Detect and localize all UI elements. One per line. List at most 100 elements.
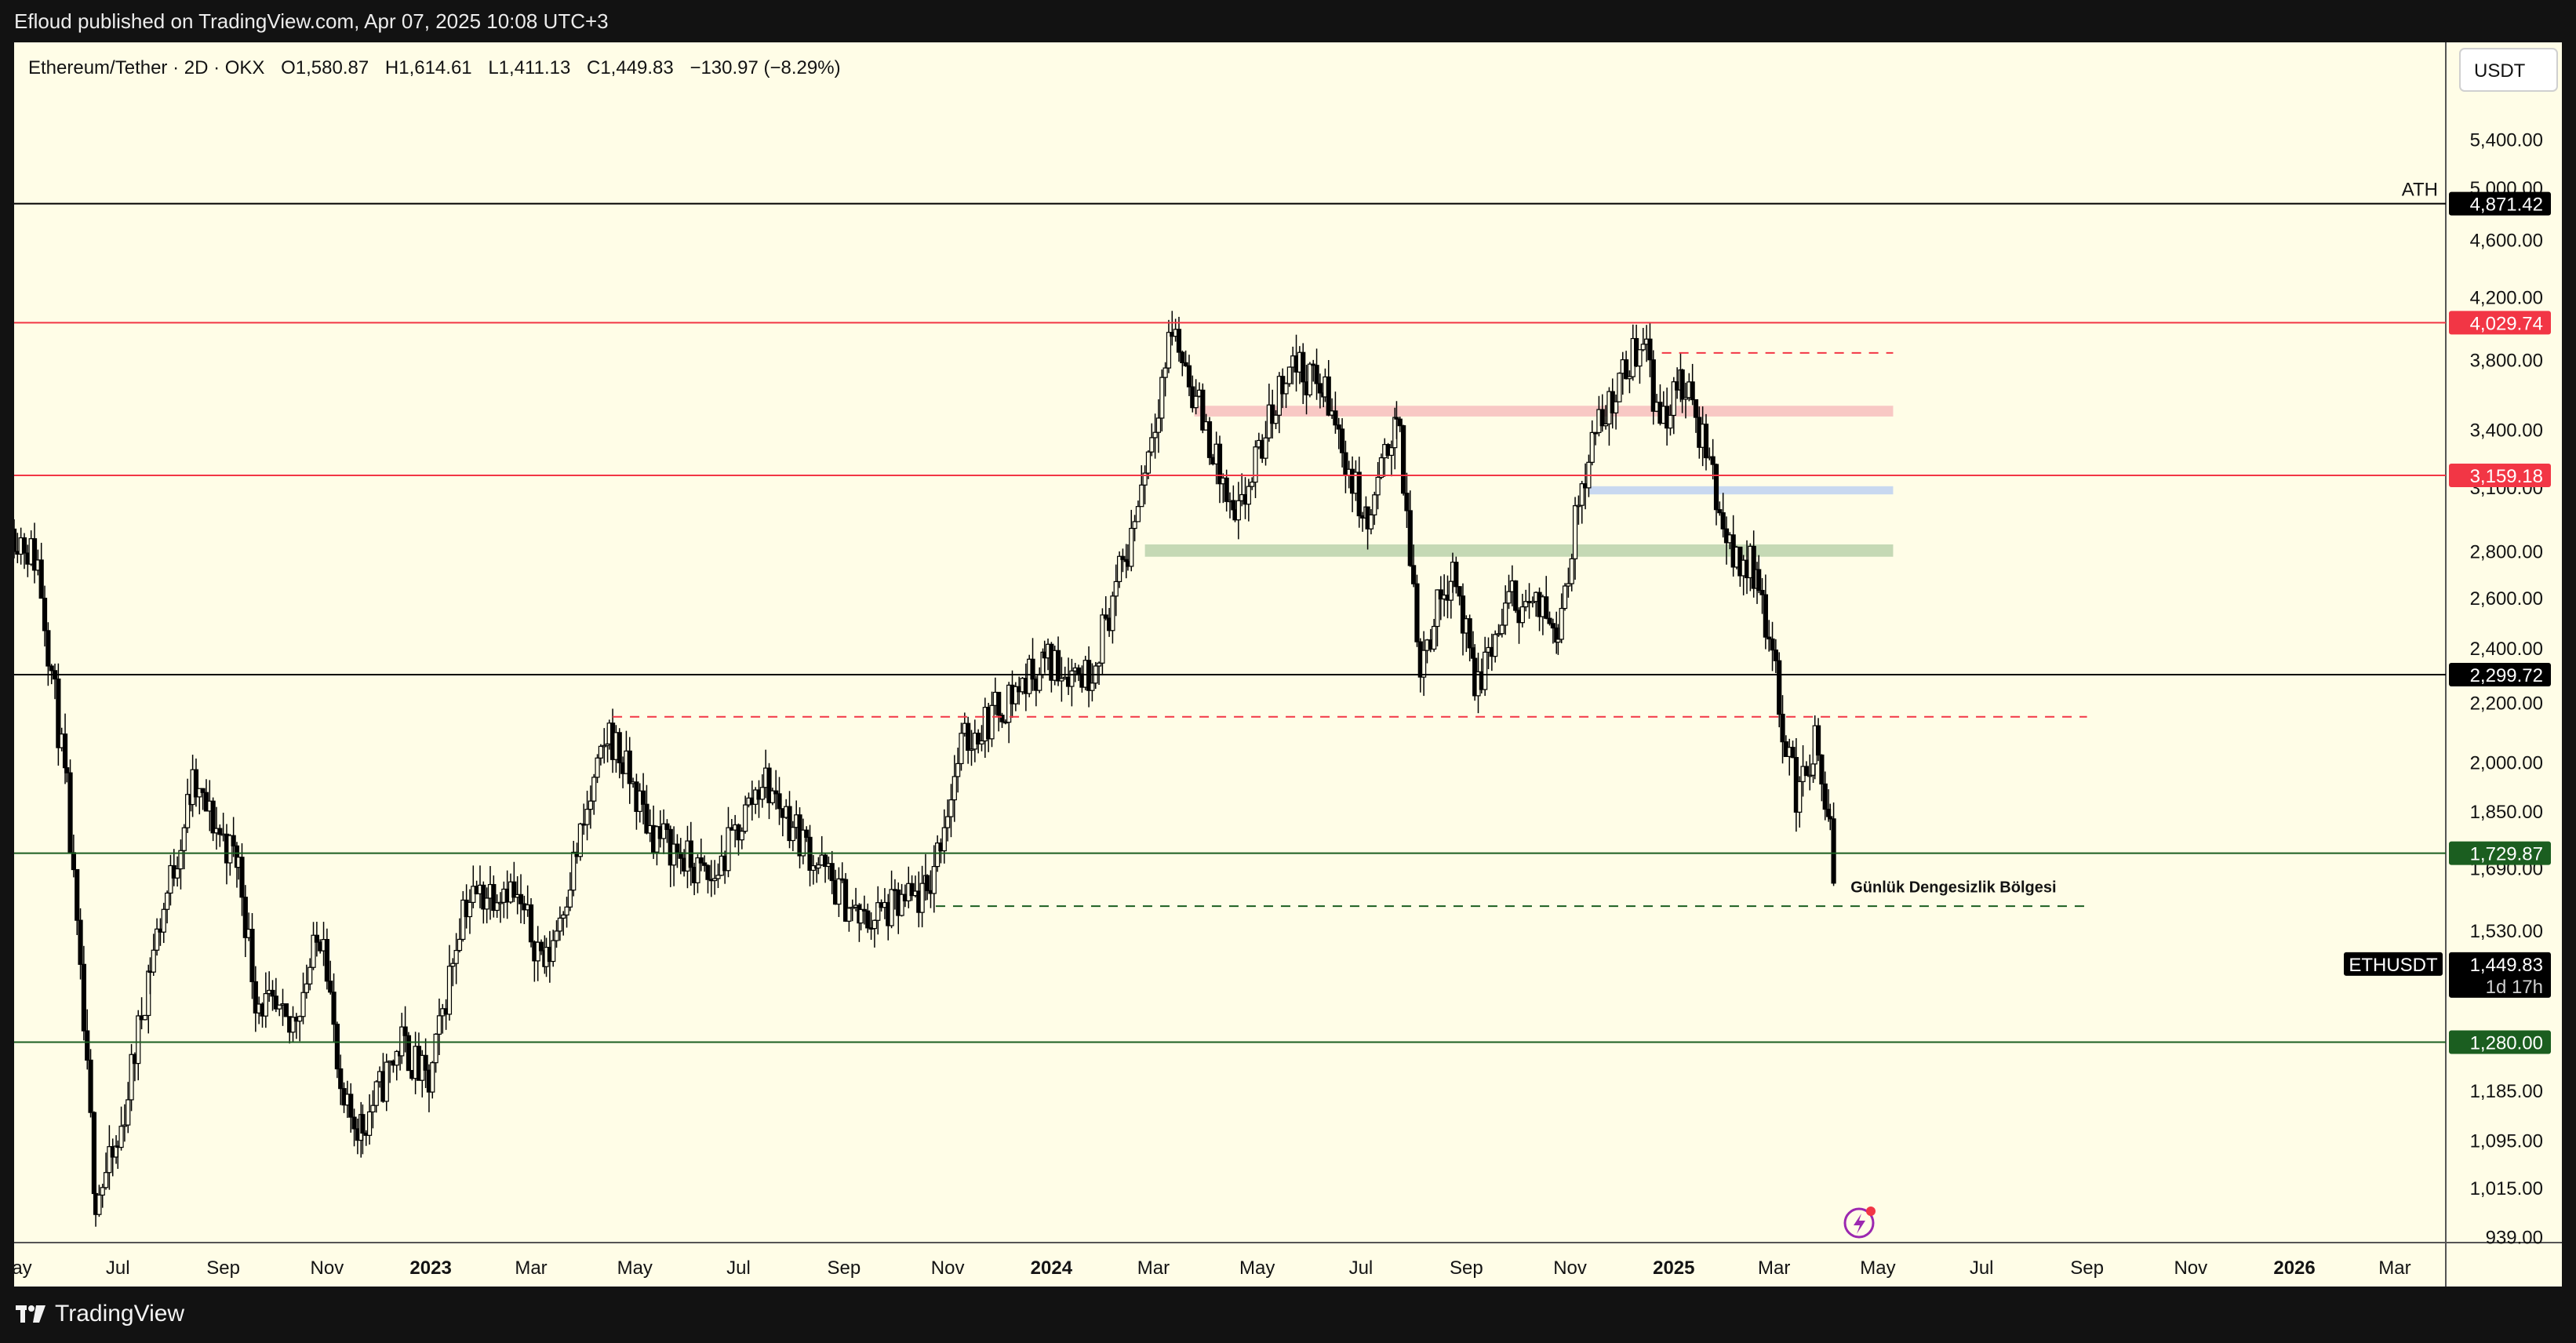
candle[interactable]: [1559, 593, 1564, 644]
candle[interactable]: [777, 777, 782, 825]
candle[interactable]: [436, 998, 442, 1055]
candle[interactable]: [402, 1006, 408, 1053]
candle[interactable]: [518, 874, 524, 924]
candle[interactable]: [45, 622, 51, 686]
candle[interactable]: [1637, 349, 1643, 384]
candle[interactable]: [702, 855, 708, 872]
candle[interactable]: [399, 1012, 405, 1065]
candle[interactable]: [1555, 624, 1561, 655]
candle[interactable]: [406, 1032, 412, 1072]
candle[interactable]: [941, 809, 947, 864]
candle[interactable]: [1547, 611, 1552, 626]
candle[interactable]: [865, 903, 871, 934]
candle[interactable]: [31, 522, 38, 584]
candle[interactable]: [1790, 741, 1796, 759]
candle[interactable]: [1496, 624, 1501, 637]
candle[interactable]: [1090, 663, 1095, 702]
candle[interactable]: [1100, 608, 1105, 676]
candle[interactable]: [300, 972, 306, 1025]
candle[interactable]: [471, 865, 476, 908]
tradingview-brand[interactable]: TradingView: [16, 1301, 184, 1327]
candle[interactable]: [1407, 490, 1413, 567]
candle[interactable]: [1627, 370, 1632, 394]
candle[interactable]: [1155, 399, 1162, 453]
candle[interactable]: [1569, 553, 1574, 591]
candle[interactable]: [75, 868, 80, 936]
candle[interactable]: [1671, 377, 1676, 435]
candle[interactable]: [122, 1104, 128, 1142]
candle[interactable]: [1421, 631, 1427, 697]
candle[interactable]: [538, 939, 544, 955]
candle[interactable]: [1356, 457, 1362, 528]
candle[interactable]: [290, 1006, 296, 1043]
candle[interactable]: [1572, 497, 1578, 581]
candle[interactable]: [1059, 657, 1064, 702]
candle[interactable]: [557, 906, 562, 941]
candle[interactable]: [1159, 369, 1165, 431]
candle[interactable]: [861, 895, 868, 925]
candle[interactable]: [433, 1033, 438, 1073]
candle[interactable]: [1640, 327, 1646, 351]
candle[interactable]: [999, 712, 1005, 728]
candle[interactable]: [1828, 803, 1833, 831]
candle[interactable]: [627, 737, 632, 804]
candle[interactable]: [193, 758, 199, 807]
candle[interactable]: [1113, 564, 1119, 617]
candle[interactable]: [528, 897, 534, 948]
candle[interactable]: [384, 1054, 389, 1112]
candle[interactable]: [1751, 530, 1756, 598]
candle[interactable]: [450, 958, 456, 987]
candle[interactable]: [800, 818, 806, 864]
candle[interactable]: [1013, 682, 1018, 712]
candle[interactable]: [1317, 373, 1323, 409]
candle[interactable]: [602, 728, 607, 764]
candle[interactable]: [705, 864, 711, 894]
candle[interactable]: [1166, 319, 1172, 373]
candle[interactable]: [1069, 658, 1075, 707]
candle[interactable]: [227, 834, 233, 876]
candle[interactable]: [103, 1152, 109, 1190]
candle[interactable]: [1152, 413, 1158, 459]
candle[interactable]: [1394, 401, 1399, 439]
candle[interactable]: [1526, 583, 1532, 619]
candle[interactable]: [1139, 465, 1144, 508]
candle[interactable]: [551, 930, 556, 967]
candle[interactable]: [154, 918, 160, 956]
candle[interactable]: [283, 1003, 289, 1017]
candle[interactable]: [671, 826, 677, 886]
candle[interactable]: [67, 759, 73, 853]
candle[interactable]: [1246, 479, 1251, 522]
candle[interactable]: [446, 944, 453, 1021]
candle[interactable]: [567, 872, 573, 912]
candle[interactable]: [889, 870, 894, 929]
candle[interactable]: [554, 920, 559, 948]
candle[interactable]: [899, 883, 904, 917]
candle[interactable]: [1116, 551, 1122, 588]
candle[interactable]: [1717, 501, 1723, 516]
candle[interactable]: [1822, 771, 1828, 821]
candle[interactable]: [948, 784, 954, 838]
candle[interactable]: [430, 1061, 435, 1099]
candle[interactable]: [598, 744, 604, 766]
candle[interactable]: [151, 934, 156, 976]
candle[interactable]: [989, 691, 995, 748]
plot-area[interactable]: [14, 42, 2562, 1287]
candle[interactable]: [1770, 621, 1775, 672]
candle[interactable]: [1186, 355, 1192, 396]
candle[interactable]: [726, 806, 731, 878]
candle[interactable]: [1132, 515, 1137, 542]
candle[interactable]: [644, 784, 649, 835]
candle[interactable]: [1503, 585, 1508, 635]
candle[interactable]: [1263, 420, 1268, 466]
candle[interactable]: [178, 839, 184, 890]
candle[interactable]: [1372, 491, 1377, 526]
candle[interactable]: [1110, 591, 1115, 644]
candle[interactable]: [1668, 404, 1673, 436]
candle[interactable]: [1149, 423, 1155, 457]
candle[interactable]: [1333, 391, 1338, 434]
candle[interactable]: [1368, 509, 1374, 535]
price-axis[interactable]: 5,400.005,000.004,600.004,200.003,800.00…: [2449, 129, 2551, 1248]
candle[interactable]: [577, 822, 583, 861]
candle[interactable]: [175, 856, 180, 887]
candle[interactable]: [1193, 379, 1199, 415]
